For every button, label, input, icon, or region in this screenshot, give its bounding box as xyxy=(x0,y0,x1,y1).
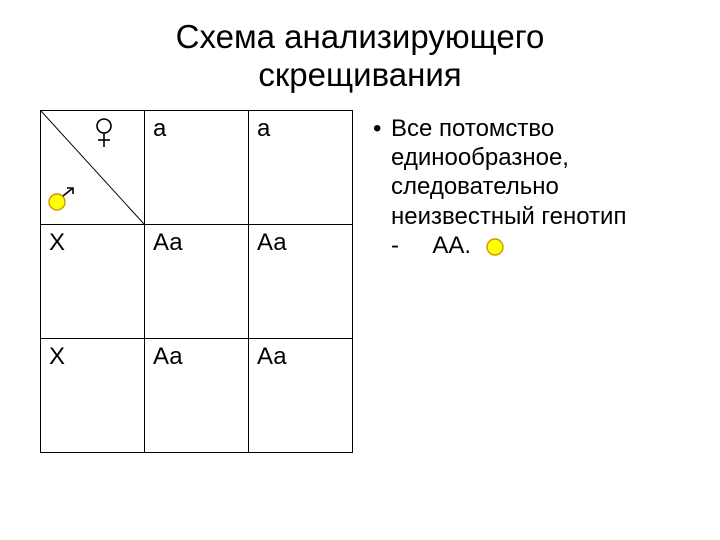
cell-0-0: Аа xyxy=(145,224,249,338)
cell-1-1: Аа xyxy=(249,338,353,452)
description-text: •Все потомство единообразное, следовател… xyxy=(373,110,680,260)
cell-1-0: Аа xyxy=(145,338,249,452)
bullet-marker: • xyxy=(373,114,391,143)
col-header-0: а xyxy=(145,110,249,224)
male-icon xyxy=(47,186,77,212)
desc-line-3: неизвестный генотип xyxy=(391,203,626,230)
col-header-1: а xyxy=(249,110,353,224)
row-header-1: Х xyxy=(41,338,145,452)
punnett-square: а а Х Аа Аа Х Аа Аа xyxy=(40,110,353,453)
desc-line-2: следовательно xyxy=(391,173,559,200)
title-line2: скрещивания xyxy=(258,56,461,93)
corner-cell xyxy=(41,110,145,224)
slide-title: Схема анализирующего скрещивания xyxy=(40,18,680,94)
desc-line-4: - АА. xyxy=(391,232,471,259)
cell-0-1: Аа xyxy=(249,224,353,338)
trait-dot-icon xyxy=(484,236,506,258)
desc-line-0: Все потомство xyxy=(391,115,554,142)
row-header-0: Х xyxy=(41,224,145,338)
desc-line-1: единообразное, xyxy=(391,144,569,171)
content-row: а а Х Аа Аа Х Аа Аа •Все потомство едино… xyxy=(40,110,680,453)
female-icon xyxy=(94,117,114,149)
title-line1: Схема анализирующего xyxy=(176,18,545,55)
